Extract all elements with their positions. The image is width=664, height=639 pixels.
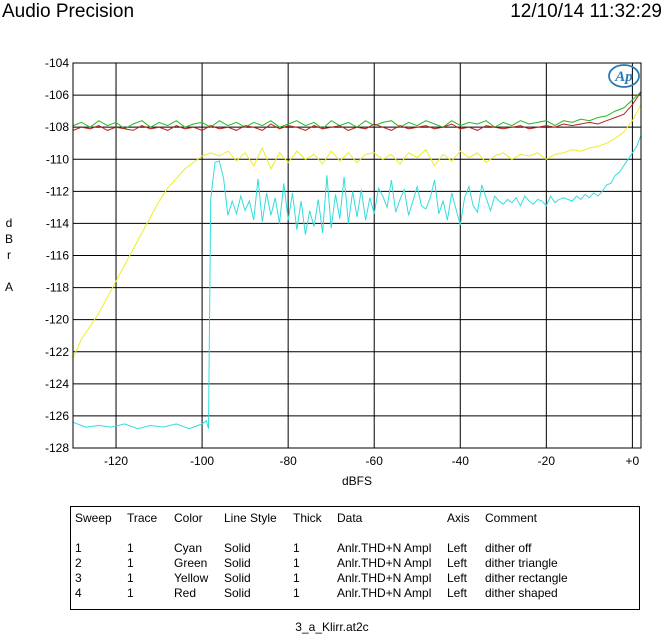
y-tick-label: -110 (46, 152, 69, 166)
table-header-cell: Thick (293, 511, 322, 525)
y-tick-label: -114 (46, 216, 69, 230)
x-tick-label: +0 (626, 454, 640, 468)
x-tick-label: -20 (538, 454, 556, 468)
y-tick-labels: -104 -106 -108 -110 -112 -114 -116 -118 -120 -122… (45, 56, 69, 455)
table-header-cell: Color (174, 511, 203, 525)
ap-logo-icon: Ap (608, 64, 640, 88)
table-cell: 1 (127, 541, 134, 555)
x-tick-label: -80 (279, 454, 297, 468)
sweep-table: Sweep Trace Color Line Style Thick Data Axis Co… (70, 506, 640, 610)
x-tick-labels: -120 -100 -80 -60 -40 -20 +0 (104, 454, 640, 468)
table-header-cell: Sweep (75, 511, 112, 525)
table-cell: 1 (293, 556, 300, 570)
table-cell: Left (447, 541, 468, 555)
y-tick-label: -124 (45, 377, 69, 391)
y-axis-label-char: r (7, 248, 11, 262)
x-tick-label: -100 (190, 454, 214, 468)
y-tick-label: -128 (45, 441, 69, 455)
table-cell: Left (447, 556, 468, 570)
table-cell: 1 (293, 586, 300, 600)
table-header-cell: Axis (447, 511, 470, 525)
table-cell: dither shaped (485, 586, 558, 600)
y-tick-label: -126 (45, 409, 69, 423)
table-cell: Anlr.THD+N Ampl (337, 586, 432, 600)
x-tick-label: -120 (104, 454, 128, 468)
table-header-cell: Line Style (224, 511, 277, 525)
table-cell: 1 (127, 556, 134, 570)
table-cell: Solid (224, 541, 251, 555)
table-cell: dither triangle (485, 556, 558, 570)
y-axis-label-char: B (5, 232, 13, 246)
table-cell: dither off (485, 541, 532, 555)
svg-text:Ap: Ap (614, 69, 633, 85)
y-tick-label: -106 (45, 88, 69, 102)
table-cell: 4 (75, 586, 82, 600)
table-header-cell: Comment (485, 511, 538, 525)
y-tick-label: -116 (46, 249, 69, 263)
file-name: 3_a_Klirr.at2c (295, 620, 369, 634)
series-line-dither-shaped (72, 91, 642, 131)
table-cell: Green (174, 556, 208, 570)
table-cell: Anlr.THD+N Ampl (337, 556, 432, 570)
y-tick-label: -104 (45, 56, 69, 70)
table-header-cell: Data (337, 511, 363, 525)
datetime-stamp: 12/10/14 11:32:29 (510, 1, 662, 22)
plot-frame (72, 62, 642, 449)
y-axis-label-char: A (5, 280, 13, 294)
grid (73, 62, 641, 449)
table-cell: 1 (293, 541, 300, 555)
x-tick-label: -60 (366, 454, 384, 468)
table-cell: 1 (127, 571, 134, 585)
table-cell: 1 (127, 586, 134, 600)
table-cell: Solid (224, 556, 251, 570)
table-cell: 2 (75, 556, 82, 570)
y-axis-label-char: d (6, 216, 13, 230)
table-cell: Red (174, 586, 197, 600)
series-lines (72, 91, 642, 430)
table-cell: Anlr.THD+N Ampl (337, 541, 432, 555)
y-tick-label: -120 (45, 313, 69, 327)
table-header-cell: Trace (127, 511, 158, 525)
table-cell: 1 (293, 571, 300, 585)
y-tick-label: -118 (46, 281, 69, 295)
table-cell: Solid (224, 586, 251, 600)
y-axis-label: dBr A (5, 216, 13, 294)
series-line-dither-off (72, 135, 642, 430)
table-cell: Left (447, 571, 468, 585)
x-tick-label: -40 (452, 454, 470, 468)
table-cell: Solid (224, 571, 251, 585)
y-tick-label: -112 (46, 184, 69, 198)
x-axis-label: dBFS (342, 474, 372, 488)
table-cell: dither rectangle (485, 571, 568, 585)
series-line-dither-triangle (72, 91, 642, 130)
table-cell: Yellow (174, 571, 209, 585)
y-tick-label: -122 (45, 345, 69, 359)
series-line-dither-rectangle (72, 104, 642, 359)
thd-chart: -104 -106 -108 -110 -112 -114 -116 -118 -120 -122… (5, 56, 642, 488)
table-cell: Anlr.THD+N Ampl (337, 571, 432, 585)
table-cell: Left (447, 586, 468, 600)
table-cell: Cyan (174, 541, 203, 555)
app-title: Audio Precision (2, 1, 135, 22)
table-cell: 3 (75, 571, 82, 585)
y-tick-label: -108 (45, 120, 69, 134)
table-cell: 1 (75, 541, 82, 555)
